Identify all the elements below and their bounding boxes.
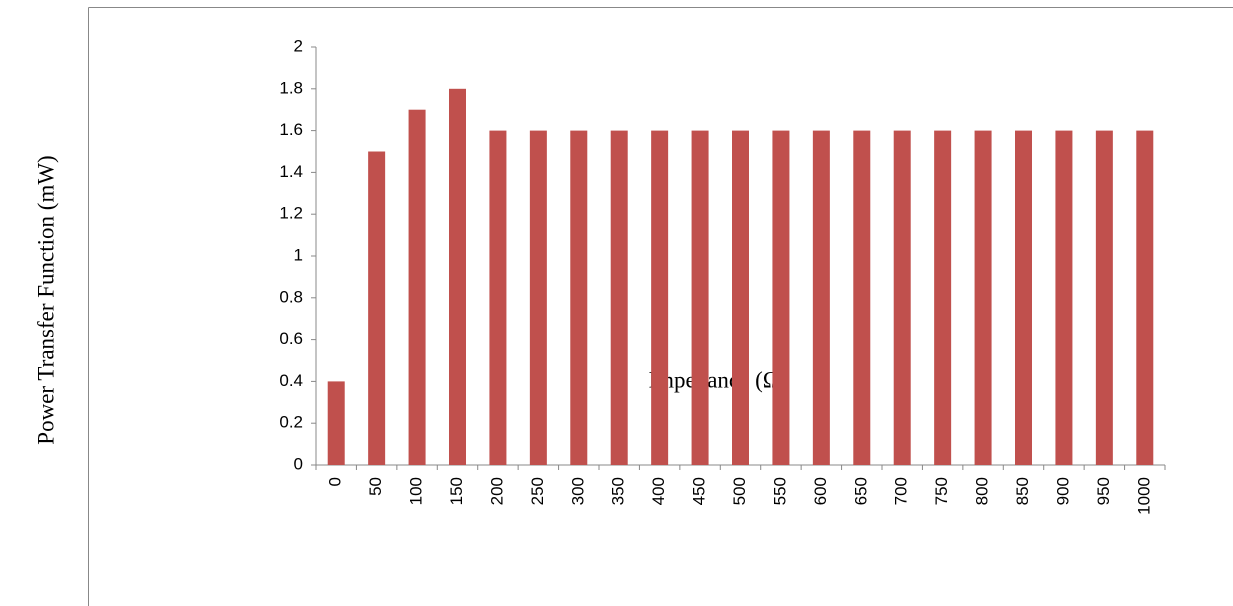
x-tick-label: 350 <box>609 477 628 505</box>
bar <box>368 151 386 465</box>
bar <box>449 88 466 466</box>
x-tick-label: 550 <box>770 477 789 505</box>
y-tick-label: 0.2 <box>279 413 303 432</box>
bar <box>893 130 911 465</box>
x-tick-label: 500 <box>730 477 749 505</box>
x-tick-label: 800 <box>973 477 992 505</box>
y-tick-label: 2 <box>294 36 303 55</box>
x-tick-label: 700 <box>892 477 911 505</box>
bar <box>691 130 709 465</box>
x-axis-title: Impedance (Ω) <box>648 367 787 392</box>
bar <box>1015 130 1032 465</box>
bar <box>610 130 628 465</box>
y-tick-label: 0.6 <box>279 329 303 348</box>
y-tick-label: 1.6 <box>279 120 303 139</box>
x-tick-label: 100 <box>407 477 426 505</box>
x-tick-label: 150 <box>447 477 466 505</box>
x-tick-label: 400 <box>649 477 668 505</box>
x-tick-label: 1000 <box>1134 477 1153 515</box>
bar <box>772 130 790 465</box>
x-tick-label: 600 <box>811 477 830 505</box>
bar <box>812 130 830 465</box>
bar <box>1136 130 1154 465</box>
y-axis-title: Power Transfer Function (mW) <box>33 155 58 444</box>
y-tick-label: 0.8 <box>279 287 303 306</box>
y-tick-label: 0.4 <box>279 371 303 390</box>
x-tick-label: 50 <box>366 477 385 496</box>
x-tick-label: 300 <box>568 477 587 505</box>
bar <box>327 381 345 465</box>
x-tick-label: 200 <box>487 477 506 505</box>
y-tick-label: 1.2 <box>279 204 303 223</box>
bar <box>529 130 547 465</box>
x-tick-label: 450 <box>690 477 709 505</box>
x-tick-label: 650 <box>851 477 870 505</box>
bar <box>489 130 507 465</box>
bar <box>570 130 588 465</box>
y-tick-label: 1 <box>294 245 303 264</box>
x-tick-label: 850 <box>1013 477 1032 505</box>
y-tick-label: 1.8 <box>279 78 303 97</box>
bar <box>1095 130 1113 465</box>
bar <box>1055 130 1073 465</box>
x-tick-label: 950 <box>1094 477 1113 505</box>
bar <box>974 130 992 465</box>
x-tick-label: 900 <box>1053 477 1072 505</box>
bar <box>732 130 749 465</box>
x-tick-label: 0 <box>326 477 345 486</box>
x-tick-label: 250 <box>528 477 547 505</box>
bar <box>853 130 871 465</box>
bar <box>651 130 669 465</box>
bar <box>408 109 426 465</box>
x-tick-label: 750 <box>932 477 951 505</box>
y-tick-label: 1.4 <box>279 162 303 181</box>
bar <box>934 130 952 465</box>
y-tick-label: 0 <box>294 454 303 473</box>
